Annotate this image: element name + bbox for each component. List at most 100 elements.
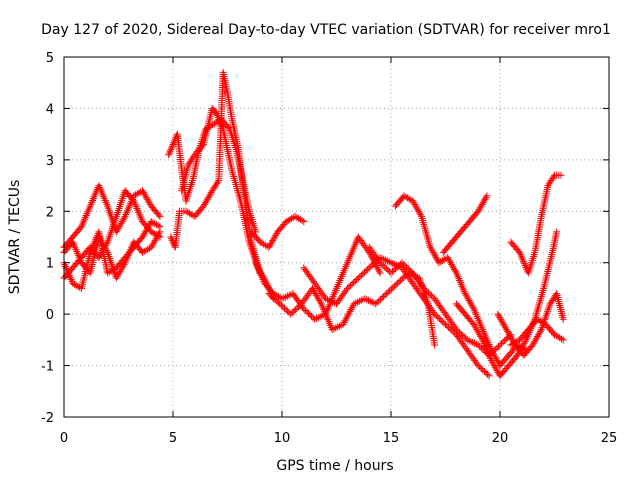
data-point [290,307,298,315]
data-point [559,336,567,344]
data-point [282,306,290,314]
data-point [397,276,405,284]
data-point [277,301,285,309]
data-point [366,297,374,305]
data-point [316,298,324,306]
data-point [271,295,279,303]
data-point [293,304,301,312]
data-point [423,287,431,295]
data-point [393,263,401,271]
data-point [483,192,491,200]
data-point [291,306,299,314]
data-point [460,333,468,341]
data-point [477,365,485,373]
data-point [427,292,435,300]
data-point [499,338,507,346]
data-point [390,282,398,290]
data-point [331,299,339,307]
data-point [536,327,544,335]
data-point [322,295,330,303]
data-point [390,266,398,274]
y-tick-label: 4 [46,102,54,117]
data-point [557,171,565,179]
data-point [445,323,453,331]
data-point [156,212,164,220]
data-point [443,322,451,330]
x-tick-label: 20 [492,431,509,446]
data-point [370,259,378,267]
data-point [280,304,288,312]
data-point [365,264,373,272]
y-tick-label: 1 [46,257,54,272]
data-point [334,323,342,331]
data-point [399,260,407,268]
data-point [437,316,445,324]
data-point [477,344,485,352]
data-point [370,299,378,307]
data-point [384,288,392,296]
data-point [452,326,460,334]
data-point [103,247,111,255]
data-point [167,146,175,154]
data-point [295,303,303,311]
data-point [471,339,479,347]
data-point [476,363,484,371]
data-point [424,289,432,297]
data-point [154,222,162,230]
data-point [367,262,375,270]
x-tick-label: 5 [169,431,177,446]
data-point [398,275,406,283]
data-point [381,291,389,299]
data-point [438,317,446,325]
data-point [357,271,365,279]
data-point [389,284,397,292]
data-point [476,342,484,350]
data-point [480,367,488,375]
data-point [332,324,340,332]
y-tick-label: 2 [46,205,54,220]
data-point [387,285,395,293]
data-point [501,337,509,345]
data-point [274,298,282,306]
data-point [406,266,414,274]
data-point [553,228,561,236]
data-point [392,281,400,289]
data-point [431,341,439,349]
data-point [380,293,388,301]
data-point [389,260,397,268]
data-point [345,283,353,291]
data-point [270,294,278,302]
data-point [479,366,487,374]
data-point [451,267,459,275]
data-point [361,295,369,303]
data-point [287,290,295,298]
axes [63,56,610,418]
data-point [155,211,163,219]
x-tick-label: 15 [383,431,400,446]
data-point [474,341,482,349]
data-point [330,325,338,333]
y-tick-label: 0 [46,308,54,323]
data-point [314,314,322,322]
data-point [214,178,222,186]
data-point [224,124,232,132]
data-point [364,296,372,304]
data-point [120,214,128,222]
data-point [392,265,400,273]
data-point [301,306,309,314]
data-point [373,298,381,306]
y-tick-label: 3 [46,154,54,169]
data-point [421,286,429,294]
data-point [378,260,386,268]
data-point [168,144,176,152]
data-point [474,362,482,370]
data-point [395,262,403,270]
data-point [303,308,311,316]
data-point [356,273,364,281]
data-point [156,228,164,236]
data-point [557,335,565,343]
data-point [327,297,335,305]
data-point [352,299,360,307]
data-point [376,269,384,277]
